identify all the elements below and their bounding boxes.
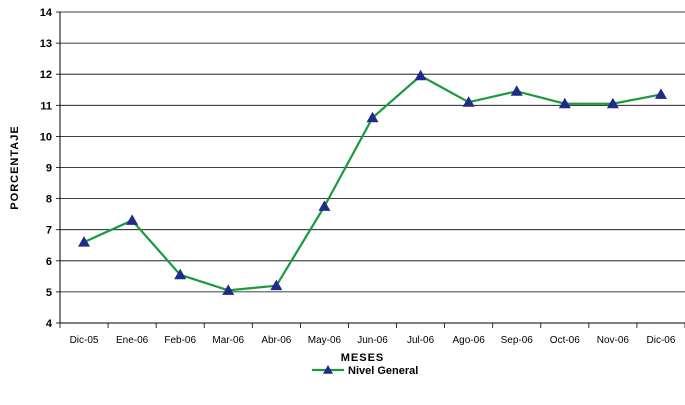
x-tick-label: Abr-06 xyxy=(261,335,291,346)
legend-label: Nivel General xyxy=(348,365,418,377)
y-tick-label: 4 xyxy=(46,318,53,330)
y-axis-title: PORCENTAJE xyxy=(9,125,21,209)
legend-triangle-marker-icon xyxy=(323,365,333,374)
x-tick-label: Ene-06 xyxy=(116,335,149,346)
x-tick-label: Jun-06 xyxy=(357,335,388,346)
y-tick-label: 7 xyxy=(46,225,52,237)
data-point-triangle xyxy=(270,279,283,291)
x-tick-label: Jul-06 xyxy=(407,335,435,346)
y-tick-label: 12 xyxy=(40,69,52,81)
x-tick-label: Feb-06 xyxy=(164,335,196,346)
data-point-triangle xyxy=(462,96,475,107)
x-tick-label: Dic-06 xyxy=(647,335,676,346)
data-point-triangle xyxy=(366,111,379,123)
data-point-triangle xyxy=(510,85,523,96)
y-tick-label: 11 xyxy=(40,100,52,112)
data-point-triangle xyxy=(654,88,667,99)
y-tick-label: 9 xyxy=(46,163,52,175)
x-tick-label: Mar-06 xyxy=(212,335,244,346)
data-point-triangle xyxy=(318,200,331,211)
x-tick-label: Ago-06 xyxy=(453,335,486,346)
y-tick-label: 14 xyxy=(40,7,53,19)
y-tick-label: 13 xyxy=(40,38,52,50)
x-tick-label: Nov-06 xyxy=(597,335,630,346)
x-tick-labels: Dic-05 Ene-06 Feb-06 Mar-06 Abr-06 May-06 Jun-… xyxy=(70,335,676,346)
x-tick-label: Sep-06 xyxy=(501,335,534,346)
data-point-triangle xyxy=(174,268,187,280)
x-tick-label: May-06 xyxy=(308,335,342,346)
x-tick-label: Dic-05 xyxy=(70,335,99,346)
data-point-triangle xyxy=(78,236,91,247)
grid-lines xyxy=(56,11,685,324)
data-point-triangle xyxy=(414,69,427,81)
legend: Nivel General xyxy=(312,365,418,377)
series-line xyxy=(83,74,662,292)
data-point-triangle xyxy=(558,97,571,109)
data-point-triangle xyxy=(222,284,235,295)
y-tick-labels: 4 5 6 7 8 9 10 11 12 13 14 xyxy=(40,7,53,330)
x-axis-title: MESES xyxy=(341,352,385,364)
y-tick-label: 6 xyxy=(46,256,52,268)
data-point-triangle xyxy=(126,214,139,225)
data-point-triangle xyxy=(606,97,619,109)
y-tick-label: 8 xyxy=(46,194,52,206)
y-tick-label: 10 xyxy=(40,131,52,143)
series-layer xyxy=(78,69,667,295)
axes xyxy=(59,12,685,328)
y-tick-label: 5 xyxy=(46,287,52,299)
x-tick-label: Oct-06 xyxy=(550,335,580,346)
